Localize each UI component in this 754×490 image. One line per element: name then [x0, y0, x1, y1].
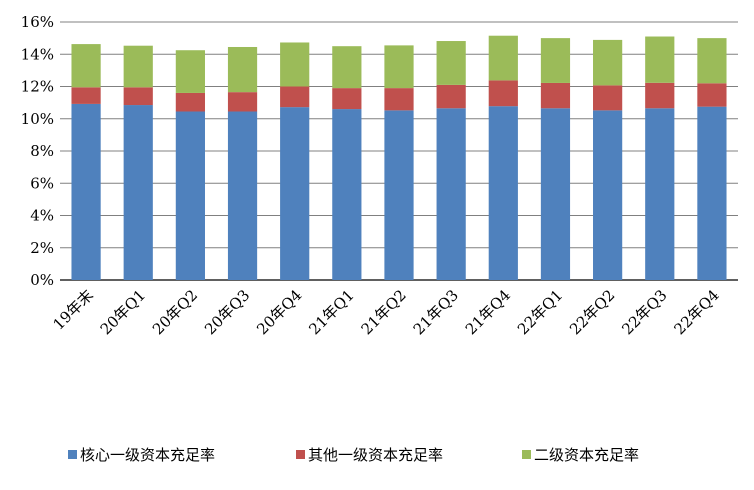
legend: 核心一级资本充足率 其他一级资本充足率 二级资本充足率 — [68, 446, 639, 464]
bar-segment — [71, 103, 101, 280]
x-tick-label: 20年Q2 — [149, 286, 201, 338]
legend-label: 二级资本充足率 — [534, 446, 639, 464]
x-tick-label: 20年Q1 — [97, 286, 149, 338]
bar-segment — [593, 85, 623, 111]
bar-segment — [384, 45, 414, 89]
x-tick-label: 22年Q3 — [618, 286, 670, 338]
x-tick-label: 21年Q3 — [410, 286, 462, 338]
bar-segment — [175, 92, 205, 112]
x-tick-label: 20年Q3 — [201, 286, 253, 338]
legend-label: 核心一级资本充足率 — [80, 446, 215, 464]
bar-segment — [436, 108, 466, 280]
legend-swatch — [68, 450, 77, 459]
x-tick-label: 22年Q2 — [566, 286, 618, 338]
bar-segment — [280, 42, 310, 87]
bar-segment — [645, 108, 675, 280]
y-tick-label: 6% — [30, 174, 54, 192]
bar-segment — [488, 80, 518, 107]
x-tick-label: 21年Q1 — [305, 286, 357, 338]
x-tick-label: 19年末 — [49, 286, 96, 333]
y-tick-label: 14% — [21, 45, 54, 63]
bar-segment — [71, 44, 101, 88]
bar-segment — [280, 107, 310, 280]
bar-segment — [540, 38, 571, 83]
bar-segment — [540, 82, 571, 109]
bar-segment — [123, 45, 153, 88]
bar-segment — [332, 109, 362, 280]
legend-swatch — [522, 450, 531, 459]
x-tick-label: 22年Q1 — [514, 286, 566, 338]
bar-segment — [645, 36, 675, 83]
bar-segment — [593, 110, 623, 281]
bar-segment — [488, 106, 518, 280]
y-tick-label: 4% — [30, 207, 54, 225]
y-tick-label: 8% — [30, 142, 54, 160]
bar-segment — [123, 87, 153, 106]
bar-segment — [123, 105, 153, 280]
bar-segment — [436, 41, 466, 85]
bar-segment — [384, 110, 414, 281]
bar-segment — [645, 82, 675, 109]
bar-segment — [384, 88, 414, 111]
bar-segment — [697, 106, 727, 280]
bar-segment — [280, 86, 310, 108]
bar-segment — [540, 108, 571, 280]
y-tick-label: 2% — [30, 239, 54, 257]
y-tick-label: 16% — [21, 13, 54, 31]
x-tick-label: 22年Q4 — [670, 286, 722, 338]
bar-segment — [332, 88, 362, 110]
bar-segment — [175, 111, 205, 281]
legend-label: 其他一级资本充足率 — [308, 446, 443, 464]
bar-segment — [697, 38, 727, 84]
bar-segment — [175, 50, 205, 93]
bar-segment — [488, 35, 518, 81]
bar-segment — [436, 84, 466, 109]
x-tick-label: 21年Q2 — [358, 286, 410, 338]
bar-segment — [71, 87, 101, 104]
y-tick-label: 10% — [21, 110, 54, 128]
bar-segment — [227, 111, 258, 281]
y-tick-label: 0% — [30, 271, 54, 289]
y-tick-label: 12% — [21, 78, 54, 96]
bar-series — [71, 35, 727, 281]
bar-segment — [697, 83, 727, 107]
bar-segment — [227, 92, 258, 112]
bar-segment — [332, 46, 362, 89]
x-tick-label: 21年Q4 — [462, 286, 514, 338]
legend-swatch — [296, 450, 305, 459]
x-tick-label: 20年Q4 — [253, 286, 305, 338]
bar-segment — [227, 46, 258, 93]
bar-segment — [593, 39, 623, 86]
